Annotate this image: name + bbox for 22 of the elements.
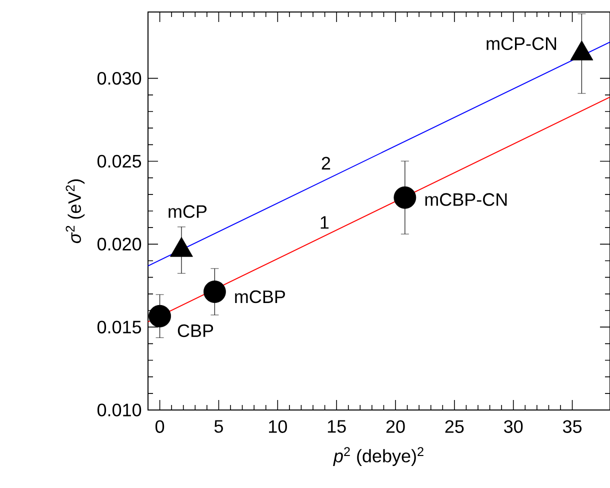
annotation: mCP [168,205,207,218]
x-tick-label: 30 [504,420,523,433]
y-tick-label: 0.030 [97,72,142,85]
annotation: 1 [320,216,329,229]
x-tick-label: 35 [562,420,582,433]
y-axis-title: σ$^{2}$ (eV$^{2}$) [66,179,85,244]
x-tick-label: 5 [214,420,223,433]
y-tick-label: 0.025 [97,154,142,168]
x-tick-label: 25 [445,420,464,433]
x-axis-title: p$^{2}$ (debye)$^{2}$ [333,447,424,466]
y-tick-label: 0.010 [97,404,142,416]
x-tick-label: 0 [155,420,164,433]
y-tick-label: 0.015 [97,320,142,334]
y-tick-label: 0.020 [97,238,142,251]
x-tick-label: 10 [269,420,287,433]
annotation: mCBP [235,290,285,304]
x-tick-label: 20 [386,420,405,433]
annotation: mCP-CN [486,37,556,50]
annotation: mCBP-CN [425,193,507,206]
annotation: CBP [178,324,214,338]
annotation: 2 [322,156,330,170]
x-tick-label: 15 [328,420,346,433]
